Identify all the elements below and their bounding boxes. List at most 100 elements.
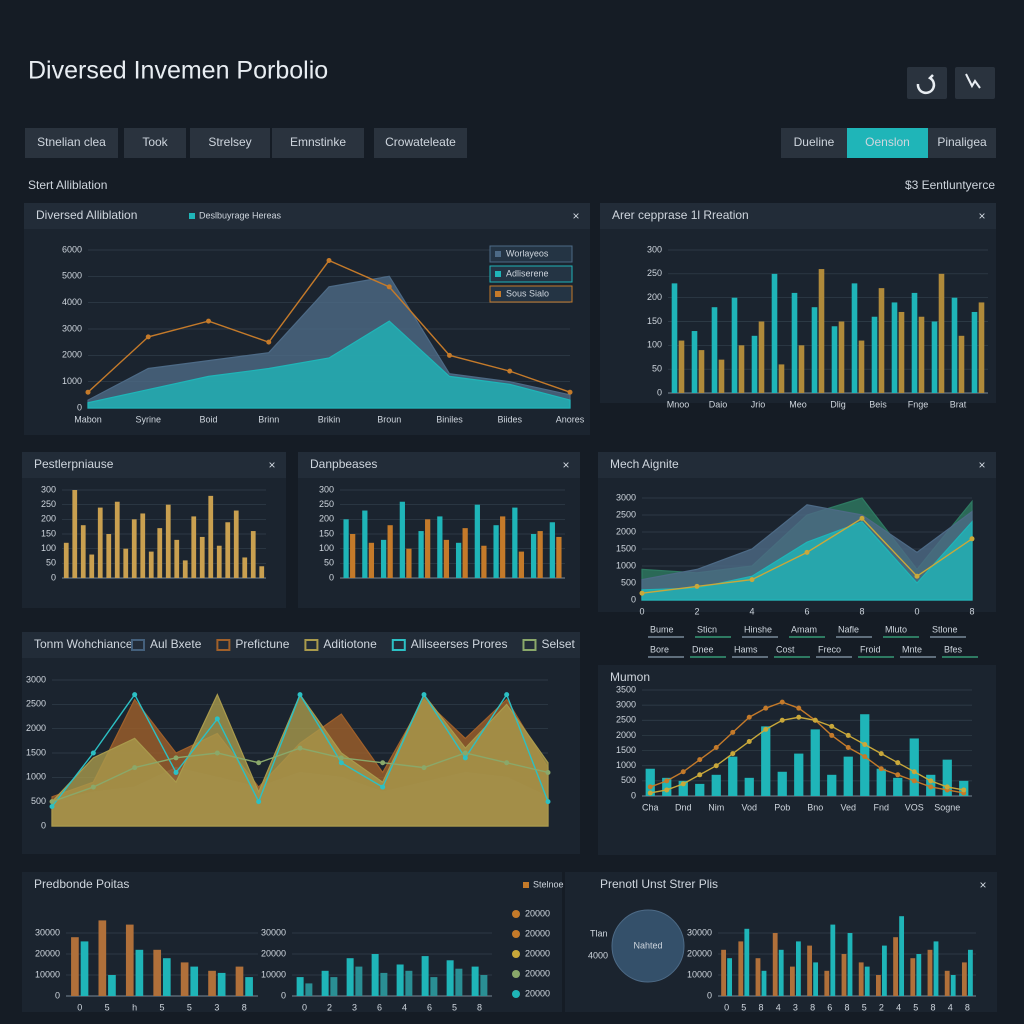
point (664, 778, 670, 784)
area (641, 520, 973, 601)
bar (761, 726, 771, 796)
key-swatch (883, 636, 919, 638)
bar (744, 928, 750, 996)
bar (810, 729, 820, 796)
panel-title: Tonm Wohchiance (34, 637, 133, 651)
legend-swatch (189, 213, 195, 219)
y-tick-label: 2500 (26, 699, 46, 709)
bar (418, 531, 424, 578)
y-tick-label: 3000 (616, 492, 636, 502)
point (779, 717, 785, 723)
view-tab[interactable] (781, 128, 847, 158)
x-tick-label: 5 (741, 1002, 746, 1012)
y-tick-label: 2000 (62, 350, 82, 360)
bar (882, 945, 887, 996)
x-tick-label: Biides (497, 414, 522, 424)
icon-button[interactable] (907, 67, 947, 99)
x-tick-label: Ved (840, 802, 856, 812)
point (796, 714, 802, 720)
bar (678, 780, 688, 796)
bar (135, 949, 144, 996)
y-tick-label: 20000 (261, 948, 286, 958)
point (928, 778, 934, 784)
y-tick-label: 0 (657, 387, 662, 397)
legend-label: Alliseerses Prores (411, 637, 508, 651)
bar (518, 551, 525, 578)
x-tick-label: Daio (709, 399, 728, 409)
key-swatch (858, 656, 894, 658)
x-tick-label: Syrine (135, 414, 161, 424)
bar (678, 340, 685, 393)
tab[interactable] (25, 128, 118, 158)
bar (437, 516, 443, 578)
bar (471, 966, 479, 996)
legend-label: 20000 (525, 908, 550, 918)
point (862, 742, 868, 748)
point (796, 705, 802, 711)
point (380, 784, 386, 790)
close-button[interactable]: × (572, 209, 579, 223)
x-tick-label: 0 (77, 1002, 82, 1012)
key-label: Froid (860, 644, 881, 654)
close-button[interactable]: × (268, 458, 275, 472)
bar (951, 297, 958, 393)
y-tick-label: 1000 (26, 772, 46, 782)
legend-label: Prefictune (235, 637, 289, 651)
y-tick-label: 200 (647, 292, 662, 302)
y-tick-label: 300 (647, 244, 662, 254)
point (779, 699, 785, 705)
point (845, 732, 851, 738)
point (507, 368, 513, 374)
bar (711, 774, 721, 796)
key-label: Stlone (932, 624, 958, 634)
tab[interactable] (272, 128, 364, 158)
bar (208, 970, 216, 996)
bar (321, 970, 329, 996)
icon-button[interactable] (955, 67, 995, 99)
legend-label: 20000 (525, 928, 550, 938)
key-label: Amam (791, 624, 817, 634)
bar (950, 975, 956, 996)
bar (891, 302, 898, 393)
bar (371, 954, 379, 996)
bar (242, 557, 248, 578)
legend-swatch (391, 639, 406, 651)
bar (182, 560, 188, 578)
point (763, 726, 769, 732)
bar (148, 551, 154, 578)
bar (961, 962, 967, 996)
view-tab[interactable] (847, 128, 928, 158)
bar (918, 316, 925, 393)
page-title: Diversed Invemen Porbolio (28, 57, 328, 85)
bar (455, 968, 463, 996)
close-button[interactable]: × (978, 458, 985, 472)
point (713, 763, 719, 769)
bar (893, 937, 898, 996)
close-button[interactable]: × (979, 878, 986, 892)
x-tick-label: 5 (913, 1002, 918, 1012)
legend-badge (489, 265, 573, 283)
point (694, 583, 700, 589)
close-button[interactable]: × (978, 209, 985, 223)
tab[interactable] (374, 128, 467, 158)
bar (217, 972, 226, 996)
y-tick-label: 5000 (62, 271, 82, 281)
bar (755, 958, 761, 996)
close-button[interactable]: × (562, 458, 569, 472)
point (911, 769, 917, 775)
x-tick-label: 0 (302, 1002, 307, 1012)
x-tick-label: Boid (199, 414, 217, 424)
point (214, 716, 220, 722)
bar (191, 516, 197, 578)
x-tick-label: Dlig (830, 399, 846, 409)
tab[interactable] (190, 128, 270, 158)
view-tab[interactable] (928, 128, 996, 158)
bar (978, 302, 985, 393)
point (545, 799, 551, 805)
tab[interactable] (124, 128, 186, 158)
point (297, 745, 303, 751)
legend-swatch (495, 271, 501, 277)
panel-title: Pestlerpniause (34, 457, 114, 471)
x-tick-label: 8 (844, 1002, 849, 1012)
